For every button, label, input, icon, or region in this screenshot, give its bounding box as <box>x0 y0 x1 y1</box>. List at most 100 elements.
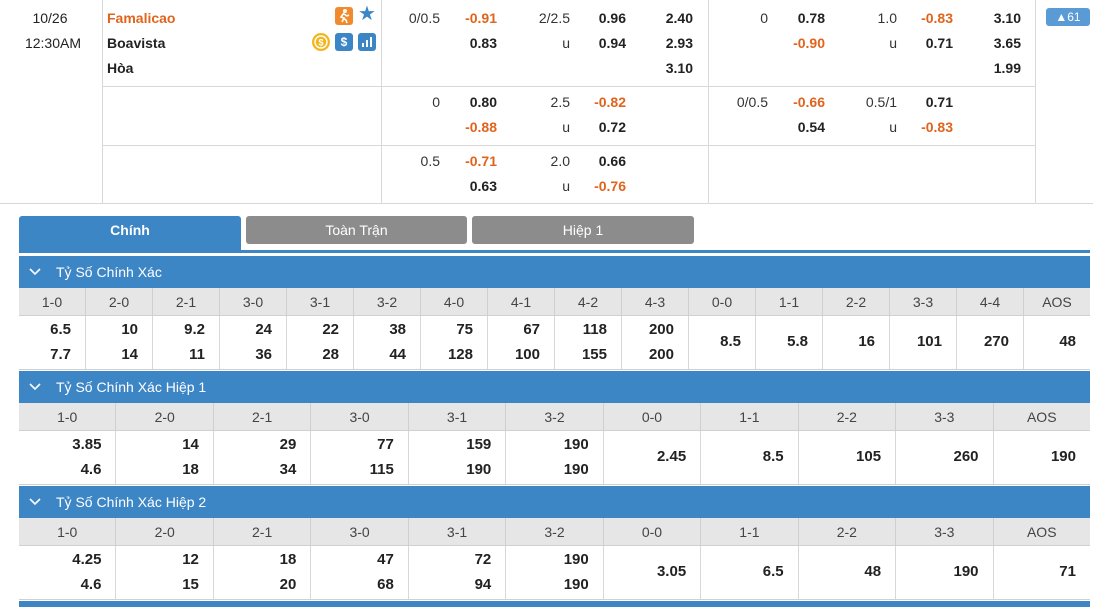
away-score-odds[interactable]: 100 <box>514 346 540 363</box>
score-odds-cell[interactable]: 67 100 <box>488 316 555 369</box>
score-odds-cell[interactable]: 105 <box>799 431 897 484</box>
draw-score-odds[interactable]: 6.5 <box>762 563 784 580</box>
home-score-odds[interactable]: 67 <box>523 321 540 338</box>
score-odds-cell[interactable]: 29 34 <box>214 431 312 484</box>
away-score-odds[interactable]: 190 <box>466 461 492 478</box>
ft-hdp-home[interactable]: -0.71 <box>465 153 497 169</box>
home-score-odds[interactable]: 12 <box>182 551 199 568</box>
home-score-odds[interactable]: 75 <box>456 321 473 338</box>
draw-score-odds[interactable]: 8.5 <box>762 448 784 465</box>
away-score-odds[interactable]: 190 <box>563 576 589 593</box>
score-odds-cell[interactable]: 48 <box>799 546 897 599</box>
draw-score-odds[interactable]: 190 <box>1050 448 1076 465</box>
away-score-odds[interactable]: 155 <box>581 346 607 363</box>
home-score-odds[interactable]: 22 <box>322 321 339 338</box>
score-odds-cell[interactable]: 159 190 <box>409 431 507 484</box>
home-score-odds[interactable]: 4.25 <box>72 551 102 568</box>
next-section-header[interactable] <box>19 601 1090 607</box>
score-odds-cell[interactable]: 72 94 <box>409 546 507 599</box>
away-score-odds[interactable]: 34 <box>279 461 297 478</box>
away-score-odds[interactable]: 14 <box>121 346 138 363</box>
away-score-odds[interactable]: 28 <box>322 346 339 363</box>
away-score-odds[interactable]: 4.6 <box>80 576 102 593</box>
h1-ou-over[interactable]: 0.71 <box>925 94 953 110</box>
h1-1x2-away[interactable]: 3.65 <box>993 35 1021 51</box>
draw-score-odds[interactable]: 260 <box>953 448 979 465</box>
away-score-odds[interactable]: 15 <box>182 576 199 593</box>
draw-score-odds[interactable]: 48 <box>1059 333 1076 350</box>
score-odds-cell[interactable]: 190 190 <box>506 546 604 599</box>
ft-hdp-home[interactable]: -0.91 <box>465 10 497 26</box>
home-score-odds[interactable]: 6.5 <box>50 321 71 338</box>
score-odds-cell[interactable]: 6.5 <box>701 546 799 599</box>
home-score-odds[interactable]: 200 <box>648 321 674 338</box>
chevron-down-icon[interactable] <box>29 486 41 530</box>
h1-hdp-away[interactable]: -0.90 <box>793 35 825 51</box>
section-header[interactable]: Tỷ Số Chính Xác Hiệp 1 <box>19 371 1090 403</box>
score-odds-cell[interactable]: 5.8 <box>756 316 823 369</box>
ft-hdp-away[interactable]: 0.83 <box>469 35 497 51</box>
score-odds-cell[interactable]: 260 <box>896 431 994 484</box>
score-odds-cell[interactable]: 71 <box>994 546 1090 599</box>
stats-icon[interactable] <box>358 33 376 51</box>
star-icon[interactable]: ★ <box>358 3 376 25</box>
away-score-odds[interactable]: 11 <box>189 346 205 363</box>
section-header[interactable]: Tỷ Số Chính Xác <box>19 256 1090 288</box>
score-odds-cell[interactable]: 38 44 <box>354 316 421 369</box>
draw-score-odds[interactable]: 101 <box>916 333 942 350</box>
ft-hdp-home[interactable]: 0.80 <box>469 94 497 110</box>
home-score-odds[interactable]: 38 <box>389 321 406 338</box>
ft-hdp-away[interactable]: -0.88 <box>465 119 497 135</box>
home-score-odds[interactable]: 29 <box>279 436 297 453</box>
h1-ou-under[interactable]: -0.83 <box>921 119 953 135</box>
tab-main[interactable]: Chính <box>19 216 241 250</box>
score-odds-cell[interactable]: 8.5 <box>701 431 799 484</box>
h1-hdp-away[interactable]: 0.54 <box>797 119 825 135</box>
home-score-odds[interactable]: 159 <box>466 436 492 453</box>
ft-ou-under[interactable]: 0.94 <box>598 35 626 51</box>
ft-ou-under[interactable]: 0.72 <box>598 119 626 135</box>
home-score-odds[interactable]: 190 <box>563 551 589 568</box>
score-odds-cell[interactable]: 14 18 <box>116 431 214 484</box>
h1-hdp-home[interactable]: -0.66 <box>793 94 825 110</box>
away-score-odds[interactable]: 18 <box>182 461 199 478</box>
score-odds-cell[interactable]: 4.25 4.6 <box>19 546 117 599</box>
score-odds-cell[interactable]: 6.5 7.7 <box>19 316 86 369</box>
draw-score-odds[interactable]: 2.45 <box>656 448 687 465</box>
away-score-odds[interactable]: 200 <box>648 346 674 363</box>
home-score-odds[interactable]: 77 <box>377 436 394 453</box>
section-header[interactable]: Tỷ Số Chính Xác Hiệp 2 <box>19 486 1090 518</box>
home-team[interactable]: Famalicao <box>107 10 176 26</box>
h1-ou-under[interactable]: 0.71 <box>925 35 953 51</box>
home-score-odds[interactable]: 3.85 <box>72 436 102 453</box>
ft-1x2-draw[interactable]: 3.10 <box>665 60 693 76</box>
chevron-down-icon[interactable] <box>29 256 41 300</box>
away-score-odds[interactable]: 44 <box>389 346 406 363</box>
score-odds-cell[interactable]: 8.5 <box>689 316 756 369</box>
ft-ou-over[interactable]: 0.66 <box>598 153 626 169</box>
h1-ou-over[interactable]: -0.83 <box>921 10 953 26</box>
ft-1x2-away[interactable]: 2.93 <box>665 35 693 51</box>
score-odds-cell[interactable]: 18 20 <box>214 546 312 599</box>
draw-score-odds[interactable]: 270 <box>983 333 1009 350</box>
home-score-odds[interactable]: 118 <box>582 321 607 338</box>
score-odds-cell[interactable]: 200 200 <box>622 316 689 369</box>
h1-1x2-draw[interactable]: 1.99 <box>993 60 1021 76</box>
money-icon[interactable]: $ <box>312 33 330 51</box>
home-score-odds[interactable]: 10 <box>121 321 138 338</box>
score-odds-cell[interactable]: 22 28 <box>287 316 354 369</box>
draw-score-odds[interactable]: 48 <box>864 563 882 580</box>
score-odds-cell[interactable]: 24 36 <box>220 316 287 369</box>
home-score-odds[interactable]: 14 <box>182 436 199 453</box>
away-score-odds[interactable]: 36 <box>255 346 272 363</box>
score-odds-cell[interactable]: 190 <box>896 546 994 599</box>
score-odds-cell[interactable]: 3.85 4.6 <box>19 431 117 484</box>
home-score-odds[interactable]: 18 <box>279 551 297 568</box>
away-score-odds[interactable]: 115 <box>369 461 394 478</box>
away-team[interactable]: Boavista <box>107 35 166 51</box>
score-odds-cell[interactable]: 48 <box>1024 316 1090 369</box>
score-odds-cell[interactable]: 118 155 <box>555 316 622 369</box>
score-odds-cell[interactable]: 190 190 <box>506 431 604 484</box>
score-odds-cell[interactable]: 101 <box>890 316 957 369</box>
h1-1x2-home[interactable]: 3.10 <box>993 10 1021 26</box>
